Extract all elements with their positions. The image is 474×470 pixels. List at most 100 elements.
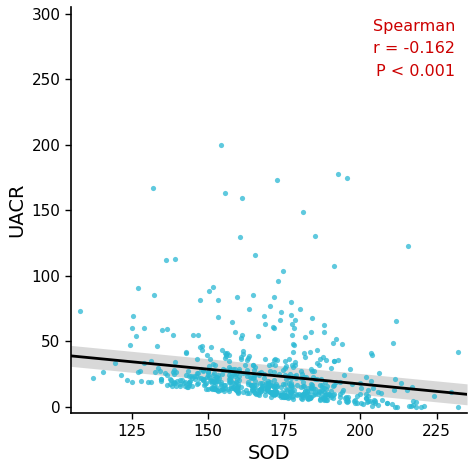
Point <box>324 392 331 400</box>
Point <box>310 367 318 375</box>
Point <box>284 394 292 402</box>
Point <box>213 373 221 381</box>
Point <box>151 368 159 376</box>
Text: Spearman
r = -0.162
P < 0.001: Spearman r = -0.162 P < 0.001 <box>373 19 455 78</box>
Point <box>247 381 255 388</box>
Point <box>207 384 215 392</box>
Point <box>343 399 351 406</box>
Point <box>369 384 377 392</box>
Point <box>173 368 180 376</box>
Point <box>374 389 382 396</box>
Point <box>270 390 277 398</box>
Point <box>217 141 225 149</box>
Point <box>137 378 145 385</box>
Point <box>366 397 374 404</box>
Point <box>330 262 338 270</box>
Point <box>220 388 228 395</box>
Point <box>313 346 320 354</box>
Point <box>339 386 346 394</box>
Point <box>280 393 287 400</box>
Point <box>144 378 152 386</box>
Point <box>256 389 264 396</box>
Point <box>228 384 235 392</box>
Point <box>289 392 297 400</box>
Point <box>248 385 256 393</box>
Point <box>211 385 219 393</box>
Point <box>250 389 258 396</box>
Point <box>239 369 246 376</box>
Point <box>297 391 305 399</box>
Point <box>177 376 184 384</box>
Point <box>430 392 438 399</box>
Point <box>212 377 219 384</box>
Point <box>305 394 313 401</box>
Point <box>281 393 288 401</box>
Point <box>311 232 319 240</box>
Point <box>270 323 277 331</box>
Point <box>351 397 358 404</box>
Point <box>258 385 265 393</box>
Point <box>292 390 300 398</box>
Point <box>221 349 229 357</box>
Point <box>194 331 202 338</box>
Point <box>206 377 213 384</box>
Point <box>217 381 225 388</box>
Point <box>313 375 321 382</box>
Point <box>169 379 176 387</box>
Point <box>341 394 349 401</box>
Point <box>203 351 211 359</box>
Point <box>227 376 234 384</box>
Point <box>157 376 164 383</box>
Point <box>263 381 271 388</box>
Point <box>359 400 367 407</box>
Point <box>188 382 196 390</box>
Point <box>388 400 396 407</box>
Point <box>277 316 284 324</box>
Point <box>412 403 419 410</box>
Point <box>237 383 245 391</box>
Point <box>235 387 242 394</box>
Point <box>129 313 137 320</box>
Point <box>266 389 273 396</box>
Point <box>256 385 264 392</box>
Point <box>251 384 258 392</box>
Y-axis label: UACR: UACR <box>7 183 26 237</box>
Point <box>234 384 241 391</box>
Point <box>190 331 197 338</box>
Point <box>239 388 247 395</box>
Point <box>408 402 415 409</box>
Point <box>221 354 228 362</box>
Point <box>311 388 319 395</box>
Point <box>319 353 327 361</box>
Point <box>289 363 297 370</box>
Point <box>329 382 337 390</box>
Point <box>185 380 192 387</box>
Point <box>362 394 369 401</box>
Point <box>364 399 371 406</box>
Point <box>264 377 272 384</box>
Point <box>229 384 237 392</box>
Point <box>282 391 290 399</box>
Point <box>288 382 295 390</box>
Point <box>250 373 258 381</box>
Point <box>259 382 267 390</box>
Point <box>351 399 358 407</box>
Point <box>282 372 289 379</box>
Point <box>454 403 462 410</box>
Point <box>210 375 218 383</box>
Point <box>204 385 212 393</box>
Point <box>310 392 317 399</box>
Point <box>273 383 281 390</box>
Point <box>290 324 298 332</box>
Point <box>212 383 219 391</box>
Point <box>320 395 328 403</box>
Point <box>371 399 379 407</box>
Point <box>196 344 203 351</box>
Point <box>208 384 215 392</box>
Point <box>383 399 391 407</box>
Point <box>318 386 326 393</box>
Point <box>308 393 315 400</box>
Point <box>308 366 315 373</box>
Point <box>300 383 307 390</box>
Point <box>273 357 281 364</box>
